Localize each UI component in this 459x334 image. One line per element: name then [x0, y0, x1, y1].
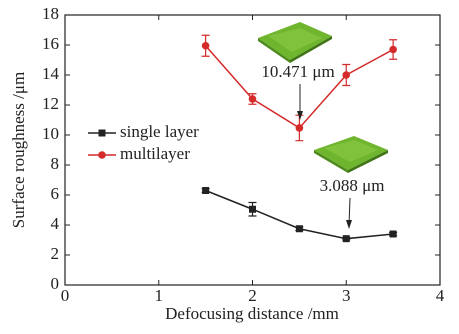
- x-axis-label: Defocusing distance /mm: [165, 304, 339, 323]
- surface-image: [314, 136, 388, 173]
- data-point: [249, 95, 257, 103]
- annotation: 3.088 μm: [320, 176, 385, 195]
- y-tick-label: 12: [42, 94, 59, 113]
- x-tick-label: 2: [248, 286, 257, 305]
- x-tick-label: 4: [436, 286, 445, 305]
- chart: Defocusing distance /mm Surface roughnes…: [0, 0, 459, 329]
- x-tick-label: 1: [155, 286, 164, 305]
- y-tick-label: 0: [51, 274, 60, 293]
- data-point: [343, 235, 350, 242]
- data-point: [296, 124, 304, 132]
- data-point: [390, 231, 397, 238]
- y-tick-label: 14: [42, 64, 60, 83]
- y-tick-label: 18: [42, 4, 59, 23]
- x-tick-label: 3: [342, 286, 351, 305]
- data-point: [202, 42, 210, 50]
- legend-marker: [98, 151, 106, 159]
- annotation: 10.471 μm: [261, 62, 334, 81]
- data-point: [342, 71, 350, 79]
- x-tick-label: 0: [61, 286, 70, 305]
- data-point: [249, 206, 256, 213]
- y-tick-label: 2: [51, 244, 60, 263]
- y-axis-label: Surface roughness /μm: [9, 72, 28, 228]
- y-tick-label: 10: [42, 124, 59, 143]
- legend-label: multilayer: [120, 144, 190, 163]
- y-tick-label: 16: [42, 34, 59, 53]
- data-point: [389, 46, 397, 54]
- data-point: [296, 225, 303, 232]
- annotation-arrowhead: [346, 220, 352, 229]
- data-point: [202, 187, 209, 194]
- legend-marker: [99, 130, 106, 137]
- y-tick-label: 6: [51, 184, 60, 203]
- y-tick-label: 8: [51, 154, 60, 173]
- y-tick-label: 4: [51, 214, 60, 233]
- surface-image: [258, 22, 332, 63]
- legend-label: single layer: [120, 122, 199, 141]
